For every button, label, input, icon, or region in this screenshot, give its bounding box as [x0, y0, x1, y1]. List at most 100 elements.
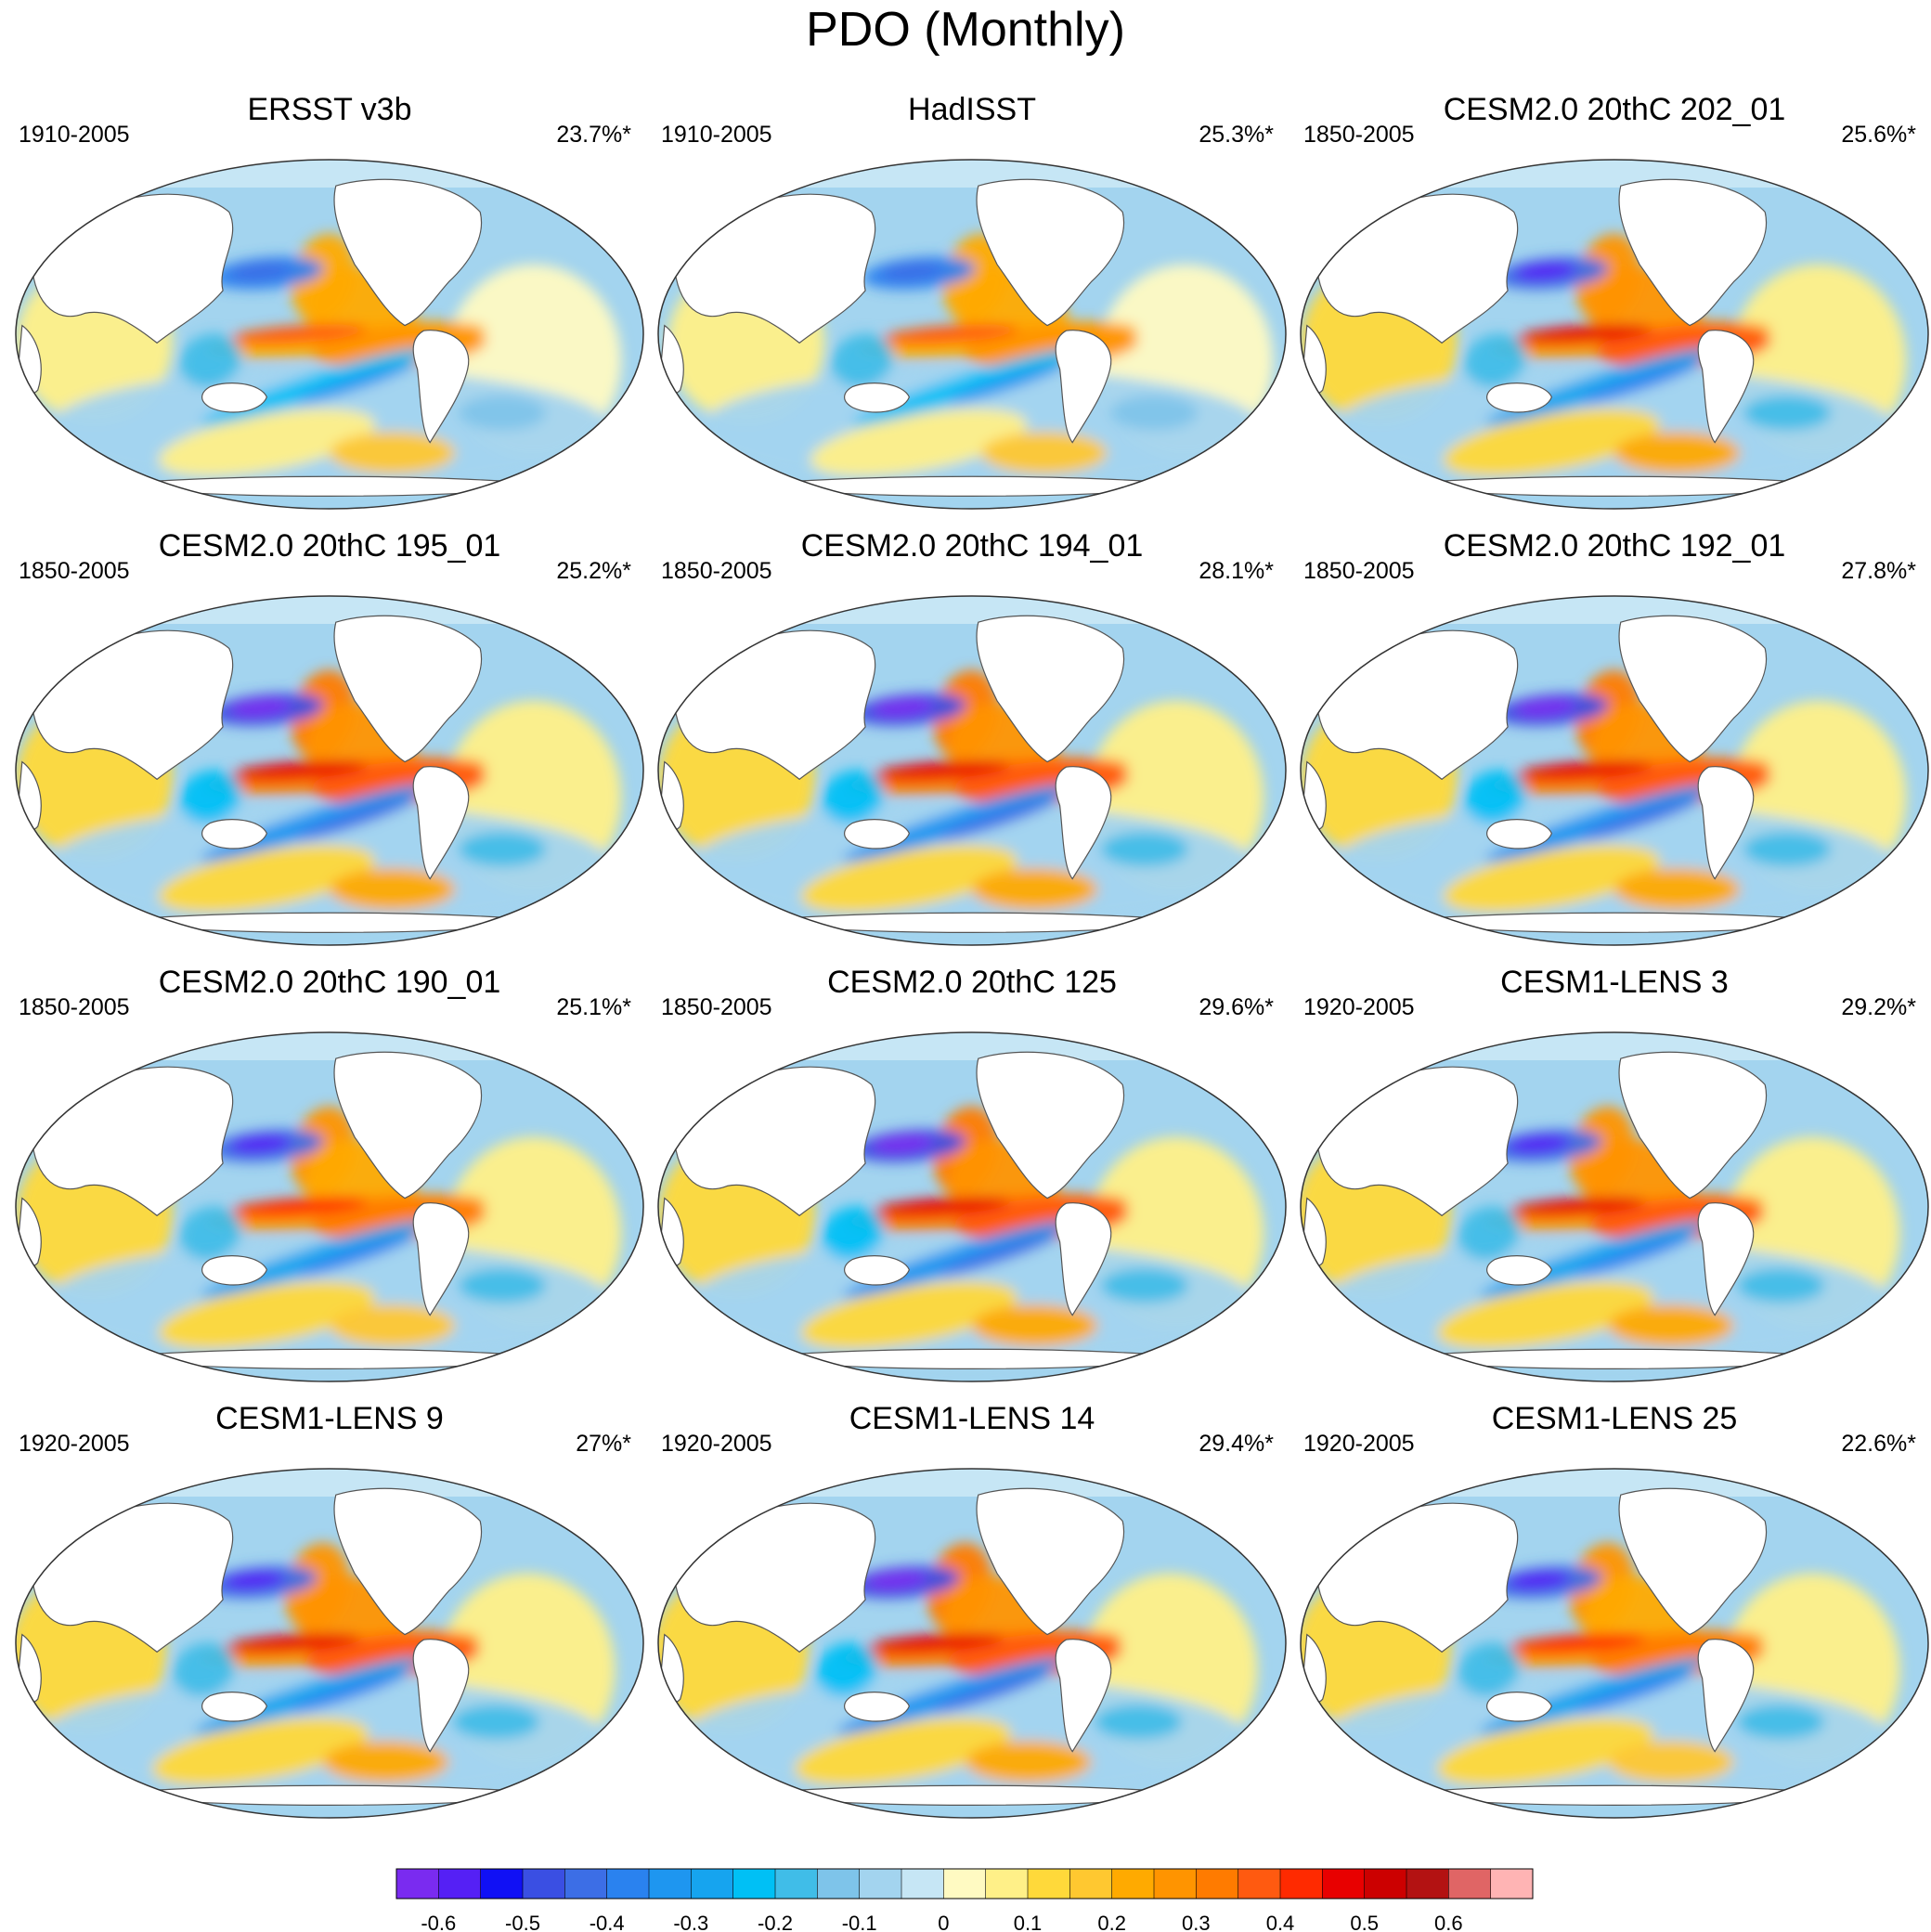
continent	[412, 330, 470, 444]
map-panel: HadISST 1910-2005 25.3%*	[652, 91, 1292, 518]
colorbar-swatch	[1069, 1869, 1112, 1899]
colorbar-tick-label: 0	[938, 1912, 949, 1932]
colorbar-swatch	[1448, 1869, 1491, 1899]
anomaly-contour	[795, 1718, 1012, 1785]
colorbar-swatch	[438, 1869, 481, 1899]
anomaly-contour	[810, 408, 1028, 476]
anomaly-contour	[1437, 1718, 1654, 1785]
continent	[201, 1255, 268, 1286]
panel-period: 1910-2005	[661, 122, 772, 148]
panel-variance: 23.7%*	[556, 122, 631, 148]
map-outline	[657, 1468, 1287, 1819]
anomaly-contour	[1458, 1642, 1520, 1697]
anomaly-contour	[872, 1197, 1010, 1217]
anomaly-contour	[1736, 1704, 1825, 1740]
anomaly-contour	[1508, 1197, 1646, 1217]
anomaly-contour	[937, 798, 1057, 840]
colorbar-swatch	[691, 1869, 733, 1899]
panel-period: 1850-2005	[19, 558, 130, 584]
anomaly-contour	[1100, 831, 1189, 867]
anomaly-contour	[1094, 1704, 1183, 1740]
continent	[976, 178, 1125, 327]
continent	[1618, 1051, 1768, 1199]
continent	[673, 629, 876, 781]
panel-period: 1920-2005	[1303, 994, 1415, 1020]
panel-variance: 25.3%*	[1199, 122, 1274, 148]
anomaly-contour	[1743, 395, 1832, 431]
colorbar-swatch	[775, 1869, 818, 1899]
figure-title: PDO (Monthly)	[806, 3, 1125, 57]
colorbar-swatch	[396, 1869, 439, 1899]
anomaly-contour	[330, 432, 456, 474]
panel-variance: 25.2%*	[556, 558, 631, 584]
anomaly-contour	[1464, 333, 1526, 388]
continent	[1486, 819, 1553, 849]
anomaly-contour	[1437, 1281, 1654, 1349]
anomaly-contour	[966, 1741, 1092, 1783]
colorbar-swatch	[732, 1869, 775, 1899]
anomaly-contour	[1508, 1633, 1646, 1653]
continent	[201, 819, 268, 849]
map-svg	[657, 595, 1287, 946]
panel-variance: 28.1%*	[1199, 558, 1274, 584]
colorbar-swatch	[901, 1869, 944, 1899]
anomaly-contour	[1736, 1267, 1825, 1303]
anomaly-contour	[1443, 845, 1661, 913]
continent	[1697, 1202, 1755, 1316]
anomaly-contour	[871, 1135, 935, 1154]
panel-title: CESM1-LENS 14	[849, 1401, 1095, 1436]
panel-variance: 29.4%*	[1199, 1431, 1274, 1457]
anomaly-contour	[288, 1671, 408, 1713]
anomaly-contour	[865, 1633, 1004, 1653]
anomaly-contour	[158, 1281, 376, 1349]
anomaly-contour	[815, 1642, 877, 1697]
panel-title: CESM2.0 20thC 195_01	[158, 528, 501, 564]
panel-variance: 29.6%*	[1199, 994, 1274, 1020]
continent	[844, 1692, 911, 1722]
colorbar-swatch	[985, 1869, 1028, 1899]
colorbar-swatch	[523, 1869, 565, 1899]
anomaly-contour	[294, 1235, 415, 1277]
anomaly-contour	[294, 362, 415, 404]
colorbar-swatch	[1490, 1869, 1533, 1899]
colorbar-swatch	[649, 1869, 692, 1899]
map-svg	[657, 159, 1287, 510]
anomaly-contour	[228, 698, 292, 718]
continent	[1618, 178, 1768, 327]
map-outline	[15, 159, 644, 510]
map-svg	[15, 595, 644, 946]
map-svg	[1300, 159, 1929, 510]
map-panel: CESM2.0 20thC 194_01 1850-2005 28.1%*	[652, 527, 1292, 954]
map-svg	[657, 1031, 1287, 1382]
map-svg	[15, 159, 644, 510]
panel-variance: 27.8%*	[1841, 558, 1916, 584]
anomaly-contour	[1508, 1135, 1571, 1154]
colorbar-swatch	[606, 1869, 649, 1899]
anomaly-contour	[179, 333, 241, 388]
anomaly-contour	[1608, 1741, 1734, 1783]
continent	[976, 615, 1125, 763]
anomaly-contour	[981, 432, 1108, 474]
continent	[1055, 1639, 1112, 1753]
panel-title: CESM1-LENS 9	[215, 1401, 444, 1436]
colorbar-swatch	[1238, 1869, 1280, 1899]
map-svg	[657, 1468, 1287, 1819]
anomaly-contour	[1579, 798, 1700, 840]
colorbar-tick-label: 0.6	[1434, 1912, 1463, 1932]
anomaly-contour	[451, 1704, 540, 1740]
panel-period: 1850-2005	[19, 994, 130, 1020]
continent	[1055, 1202, 1112, 1316]
continent	[1315, 629, 1519, 781]
anomaly-contour	[1458, 1206, 1520, 1261]
anomaly-contour	[228, 1135, 292, 1154]
continent	[1315, 193, 1519, 344]
map-outline	[1300, 159, 1929, 510]
anomaly-contour	[1508, 1571, 1571, 1590]
anomaly-contour	[972, 868, 1098, 911]
colorbar-tick-label: -0.3	[673, 1912, 708, 1932]
continent	[1486, 383, 1553, 413]
panel-title: CESM1-LENS 25	[1491, 1401, 1738, 1436]
continent	[333, 615, 483, 763]
map-outline	[1300, 595, 1929, 946]
colorbar-tick-label: 0.4	[1266, 1912, 1295, 1932]
